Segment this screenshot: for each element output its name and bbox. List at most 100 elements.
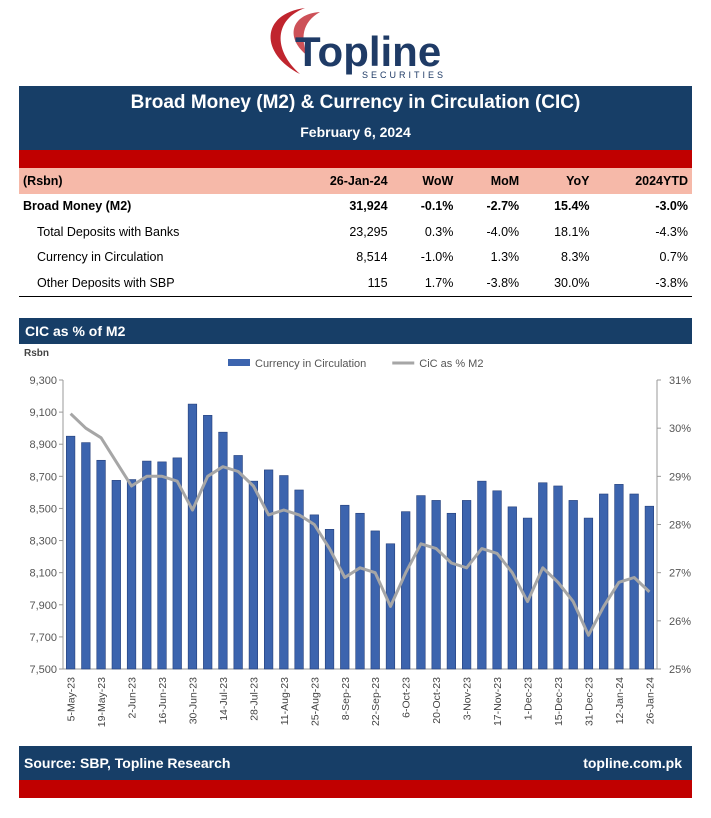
column-header: (Rsbn) xyxy=(23,173,63,188)
table-row: Other Deposits with SBP 115 1.7% -3.8% 30.0%… xyxy=(19,270,692,296)
bar xyxy=(111,480,121,670)
y2-tick-label: 27% xyxy=(669,568,691,580)
column-header: WoW xyxy=(422,173,454,188)
y-tick-label: 7,500 xyxy=(29,664,57,676)
cell: -4.3% xyxy=(655,224,688,239)
bar xyxy=(340,504,350,670)
y-tick-label: 7,900 xyxy=(29,600,57,612)
cell: 8,514 xyxy=(356,250,388,265)
bar xyxy=(477,480,487,670)
cell: 1.3% xyxy=(490,250,520,265)
x-tick-label: 5-May-23 xyxy=(66,677,78,722)
chart: Rsbn 7,500 7,700 7,900 8,100 8,300 8,500 8,700 8… xyxy=(24,348,691,727)
y-tick-label: 8,700 xyxy=(29,471,57,483)
bar xyxy=(355,512,365,670)
title-band: Broad Money (M2) & Currency in Circulati… xyxy=(19,86,692,150)
cell: 23,295 xyxy=(349,224,388,239)
bar xyxy=(218,431,228,670)
y-tick-label: 9,300 xyxy=(29,375,57,387)
y-tick-label: 9,100 xyxy=(29,407,57,419)
logo-tagline: SECURITIES xyxy=(362,70,446,80)
bar xyxy=(142,460,152,670)
cell: -0.1% xyxy=(420,199,454,214)
y2-tick-label: 25% xyxy=(669,664,691,676)
cell: -3.8% xyxy=(486,275,520,290)
bar xyxy=(172,457,182,670)
x-tick-label: 20-Oct-23 xyxy=(431,677,443,724)
x-tick-label: 6-Oct-23 xyxy=(401,677,413,718)
bar xyxy=(294,489,304,670)
bar xyxy=(599,493,609,670)
bar xyxy=(187,403,198,670)
bar xyxy=(370,530,380,670)
logo: Topline SECURITIES xyxy=(270,8,446,80)
bar xyxy=(416,495,426,670)
cell: 18.1% xyxy=(554,224,590,239)
x-tick-label: 25-Aug-23 xyxy=(309,677,321,726)
cell: 8.3% xyxy=(561,250,590,265)
y2-tick-label: 28% xyxy=(669,520,691,532)
cell: -4.0% xyxy=(486,224,520,239)
column-header: YoY xyxy=(566,173,590,188)
cell: Currency in Circulation xyxy=(37,250,164,265)
cell: 0.3% xyxy=(424,224,454,239)
x-tick-label: 31-Dec-23 xyxy=(583,677,595,726)
cell: Total Deposits with Banks xyxy=(37,224,180,239)
chart-title: CIC as % of M2 xyxy=(19,318,692,344)
y-tick-label: 7,700 xyxy=(29,632,57,644)
bar xyxy=(279,475,289,670)
x-tick-label: 17-Nov-23 xyxy=(492,677,504,726)
x-tick-label: 26-Jan-24 xyxy=(644,677,656,724)
bar xyxy=(446,512,456,670)
x-tick-label: 16-Jun-23 xyxy=(157,677,169,724)
bar xyxy=(492,490,502,670)
bar xyxy=(401,511,411,670)
logo-swoosh xyxy=(293,12,320,56)
x-tick-label: 22-Sep-23 xyxy=(370,677,382,726)
table-row: Total Deposits with Banks 23,295 0.3% -4.0%… xyxy=(19,219,692,245)
bar xyxy=(568,500,578,670)
cell: -1.0% xyxy=(420,250,454,265)
y-axis-label: Rsbn xyxy=(24,348,49,359)
bar xyxy=(126,479,137,670)
x-tick-label: 30-Jun-23 xyxy=(187,677,199,724)
cell: 0.7% xyxy=(659,250,689,265)
bar xyxy=(264,469,274,670)
data-table: (Rsbn) 26-Jan-24 WoW MoM YoY 2024YTD Broad Mon… xyxy=(19,168,692,297)
cell: 1.7% xyxy=(424,275,454,290)
x-tick-label: 19-May-23 xyxy=(96,677,108,727)
x-tick-label: 1-Dec-23 xyxy=(523,677,535,720)
red-band xyxy=(19,150,692,168)
cell: 15.4% xyxy=(554,199,590,214)
x-tick-label: 3-Nov-23 xyxy=(462,677,474,720)
footer: Source: SBP, Topline Research topline.co… xyxy=(19,746,692,780)
website: topline.com.pk xyxy=(583,755,682,771)
bar xyxy=(157,461,167,670)
cell: -3.8% xyxy=(655,275,688,290)
date: February 6, 2024 xyxy=(300,124,411,140)
bar xyxy=(66,435,76,670)
bar xyxy=(614,484,624,670)
y2-tick-label: 26% xyxy=(669,616,691,628)
cell: -2.7% xyxy=(486,199,520,214)
cell: Other Deposits with SBP xyxy=(37,275,175,290)
table-wrap: (Rsbn) 26-Jan-24 WoW MoM YoY 2024YTD Broad Mon… xyxy=(19,168,692,297)
column-header: 26-Jan-24 xyxy=(329,173,388,188)
table-row: Currency in Circulation 8,514 -1.0% 1.3% 8.3… xyxy=(19,245,692,271)
x-tick-label: 28-Jul-23 xyxy=(248,677,260,721)
y-tick-label: 8,500 xyxy=(29,503,57,515)
bar xyxy=(324,529,335,670)
cell: Broad Money (M2) xyxy=(23,199,132,214)
column-header: 2024YTD xyxy=(635,173,688,188)
bar xyxy=(248,480,258,670)
column-header: MoM xyxy=(490,173,520,188)
x-tick-label: 12-Jan-24 xyxy=(614,677,626,724)
source: Source: SBP, Topline Research xyxy=(24,755,231,771)
y-tick-label: 8,300 xyxy=(29,536,57,548)
header-row: (Rsbn) 26-Jan-24 WoW MoM YoY 2024YTD xyxy=(19,168,692,194)
cell: -3.0% xyxy=(655,199,688,214)
cell: 115 xyxy=(367,275,388,290)
y-tick-label: 8,100 xyxy=(29,568,57,580)
table-row: Broad Money (M2) 31,924 -0.1% -2.7% 15.4% -3.… xyxy=(19,194,692,220)
